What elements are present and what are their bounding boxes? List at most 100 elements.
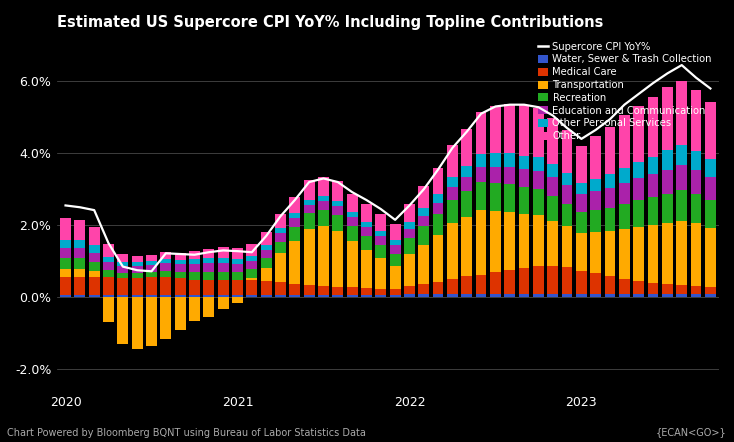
Bar: [462, 217, 472, 276]
Bar: [275, 233, 286, 242]
Bar: [361, 288, 372, 295]
Supercore CPI YoY%: [348, 190, 357, 195]
Bar: [333, 215, 344, 231]
Bar: [289, 227, 300, 241]
Bar: [203, 295, 214, 297]
Supercore CPI YoY%: [319, 176, 328, 181]
Text: Chart Powered by Bloomberg BQNT using Bureau of Labor Statistics Data: Chart Powered by Bloomberg BQNT using Bu…: [7, 427, 366, 438]
Supercore CPI YoY%: [606, 116, 614, 122]
Bar: [103, 270, 114, 278]
Bar: [691, 194, 702, 224]
Bar: [676, 294, 687, 297]
Bar: [318, 286, 329, 295]
Bar: [576, 233, 586, 271]
Bar: [647, 197, 658, 225]
Bar: [676, 190, 687, 221]
Bar: [74, 248, 85, 258]
Bar: [375, 236, 386, 245]
Bar: [203, 272, 214, 280]
Bar: [161, 278, 171, 295]
Bar: [361, 295, 372, 297]
Bar: [89, 227, 100, 245]
Bar: [103, 244, 114, 256]
Supercore CPI YoY%: [161, 251, 170, 256]
Bar: [261, 232, 272, 245]
Supercore CPI YoY%: [506, 102, 515, 107]
Bar: [203, 280, 214, 295]
Bar: [619, 183, 630, 204]
Bar: [318, 226, 329, 286]
Bar: [476, 167, 487, 182]
Bar: [447, 200, 458, 224]
Bar: [533, 157, 544, 171]
Bar: [333, 287, 344, 295]
Bar: [375, 289, 386, 295]
Bar: [175, 264, 186, 272]
Bar: [633, 106, 644, 162]
Bar: [390, 295, 401, 297]
Bar: [275, 228, 286, 233]
Bar: [146, 255, 157, 261]
Bar: [705, 102, 716, 160]
Bar: [304, 295, 315, 297]
Bar: [203, 263, 214, 272]
Bar: [333, 201, 344, 206]
Supercore CPI YoY%: [592, 127, 600, 133]
Bar: [132, 256, 142, 262]
Bar: [490, 153, 501, 167]
Supercore CPI YoY%: [419, 187, 428, 192]
Bar: [705, 200, 716, 228]
Bar: [662, 88, 673, 150]
Bar: [662, 284, 673, 294]
Bar: [175, 260, 186, 264]
Bar: [590, 232, 601, 274]
Bar: [232, 248, 243, 259]
Bar: [633, 227, 644, 281]
Bar: [175, 252, 186, 260]
Bar: [447, 294, 458, 297]
Bar: [346, 217, 357, 225]
Bar: [562, 267, 573, 294]
Bar: [533, 294, 544, 297]
Bar: [146, 261, 157, 265]
Bar: [375, 245, 386, 258]
Bar: [375, 214, 386, 231]
Bar: [261, 245, 272, 250]
Bar: [619, 279, 630, 294]
Supercore CPI YoY%: [61, 203, 70, 208]
Bar: [361, 236, 372, 251]
Supercore CPI YoY%: [104, 240, 113, 246]
Supercore CPI YoY%: [548, 113, 557, 118]
Bar: [232, 297, 243, 303]
Bar: [132, 295, 142, 297]
Bar: [504, 103, 515, 153]
Supercore CPI YoY%: [563, 126, 572, 131]
Supercore CPI YoY%: [247, 250, 256, 255]
Bar: [605, 174, 616, 188]
Bar: [504, 294, 515, 297]
Bar: [476, 111, 487, 154]
Bar: [562, 130, 573, 173]
Bar: [304, 180, 315, 200]
Bar: [346, 295, 357, 297]
Bar: [304, 205, 315, 213]
Bar: [519, 214, 529, 268]
Supercore CPI YoY%: [377, 206, 385, 212]
Supercore CPI YoY%: [434, 167, 443, 172]
Bar: [476, 182, 487, 210]
Bar: [89, 245, 100, 253]
Bar: [548, 118, 558, 164]
Bar: [662, 150, 673, 170]
Bar: [490, 211, 501, 272]
Bar: [289, 218, 300, 227]
Bar: [275, 282, 286, 295]
Bar: [60, 218, 71, 240]
Bar: [418, 245, 429, 284]
Supercore CPI YoY%: [233, 248, 242, 254]
Bar: [189, 251, 200, 259]
Bar: [619, 204, 630, 229]
Bar: [633, 179, 644, 200]
Supercore CPI YoY%: [90, 207, 98, 213]
Bar: [161, 263, 171, 271]
Bar: [218, 297, 228, 309]
